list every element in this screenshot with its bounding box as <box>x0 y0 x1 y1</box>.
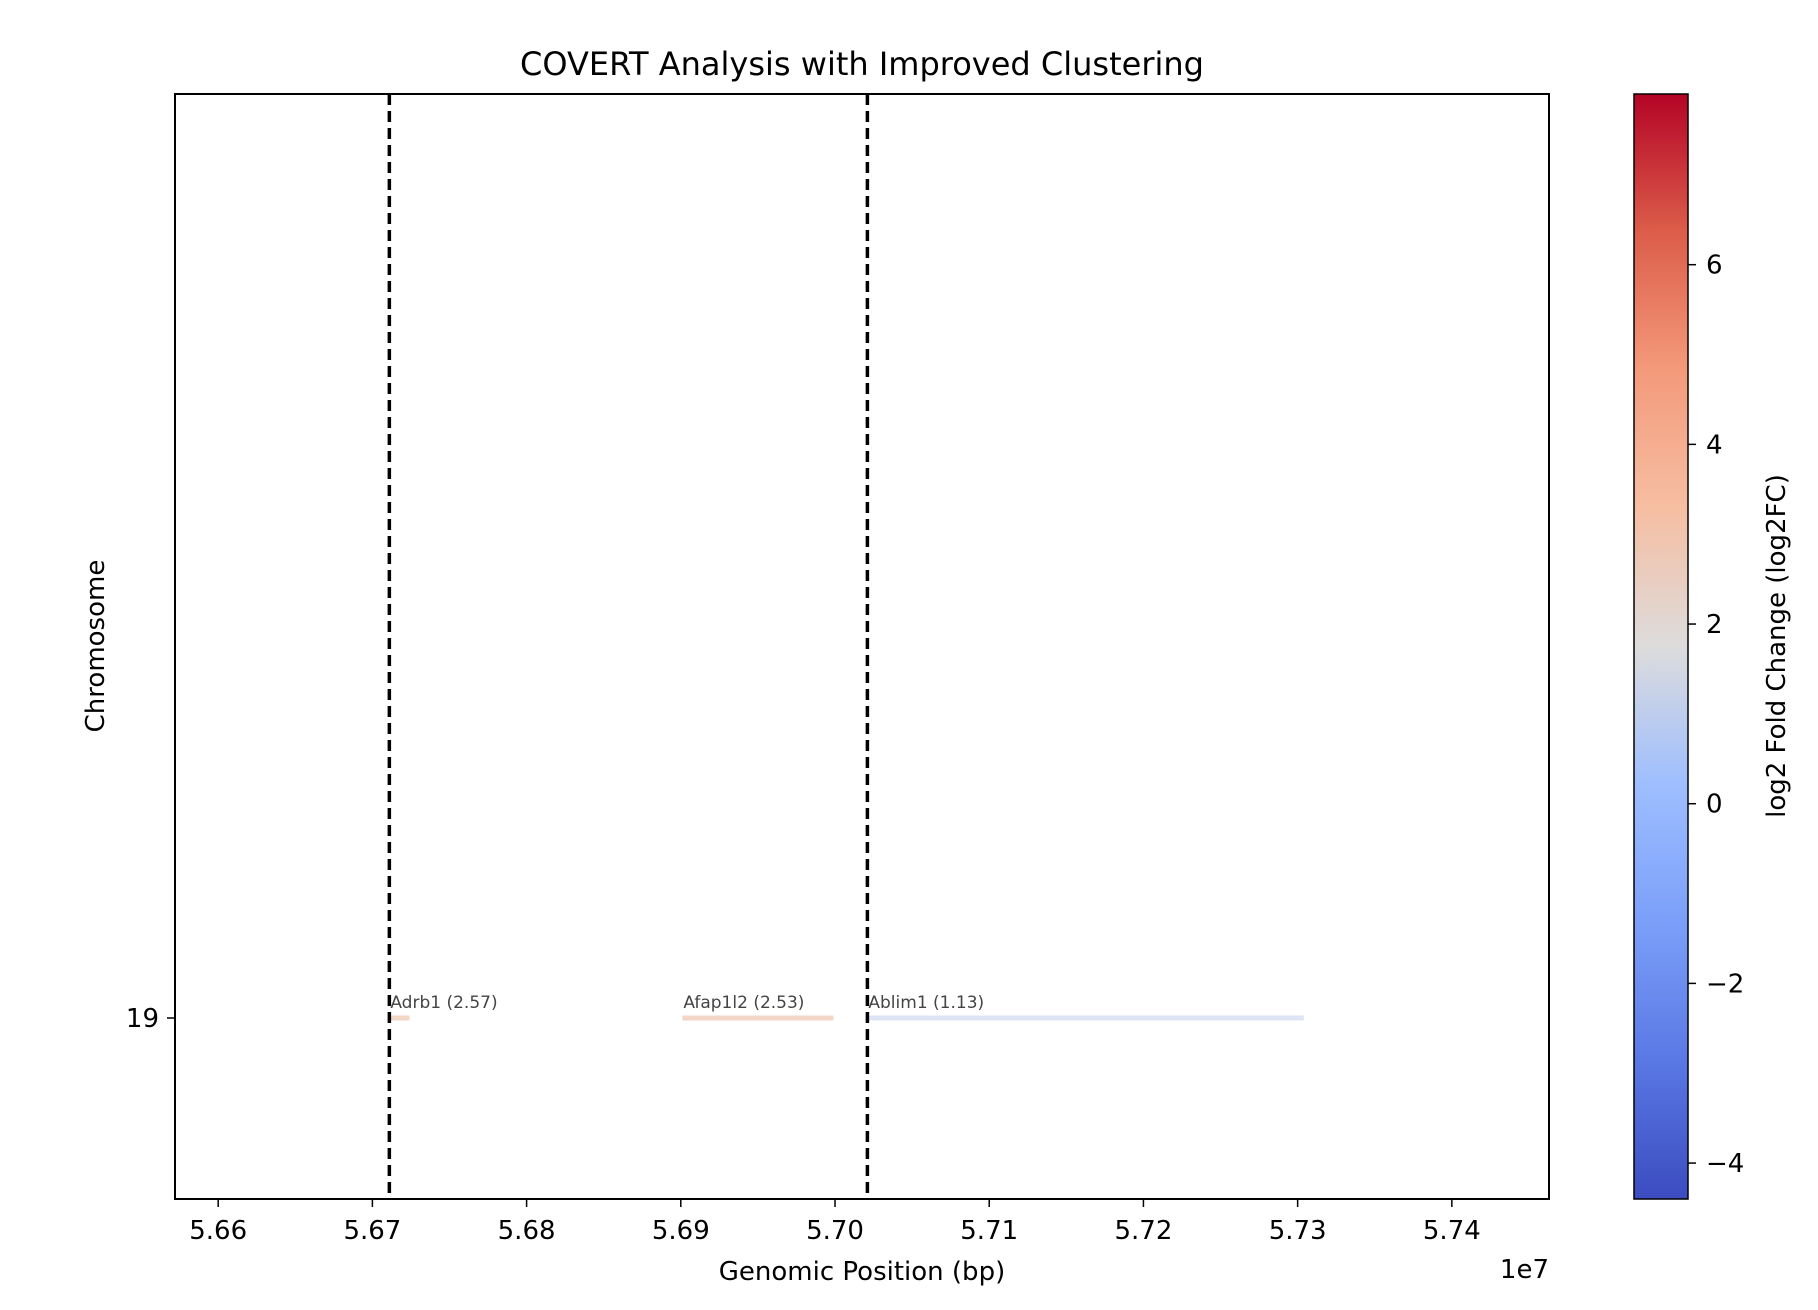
colorbar-tick-label: −2 <box>1706 969 1744 999</box>
y-axis-label: Chromosome <box>81 560 111 733</box>
x-tick-label: 5.70 <box>806 1216 864 1246</box>
colorbar-tick-label: 4 <box>1706 430 1723 460</box>
colorbar-tick-label: 0 <box>1706 790 1723 820</box>
x-tick-label: 5.74 <box>1423 1216 1481 1246</box>
x-axis-ticks: 5.66 5.67 5.68 5.69 5.70 5.71 5.72 5.73 5.74 <box>189 1199 1481 1246</box>
x-tick-label: 5.67 <box>343 1216 401 1246</box>
x-tick-label: 5.68 <box>498 1216 556 1246</box>
y-axis-ticks: 19 <box>126 1004 175 1034</box>
colorbar-ticks: −4 −2 0 2 4 6 <box>1688 251 1744 1179</box>
gene-label: Adrb1 (2.57) <box>390 993 497 1013</box>
colorbar-label: log2 Fold Change (log2FC) <box>1762 474 1792 818</box>
boundary-lines <box>387 94 870 1199</box>
colorbar-tick-label: 2 <box>1706 610 1723 640</box>
colorbar-tick-label: −4 <box>1706 1149 1744 1179</box>
x-tick-label: 5.73 <box>1269 1216 1327 1246</box>
colorbar-tick-label: 6 <box>1706 251 1723 281</box>
x-tick-label: 5.69 <box>652 1216 710 1246</box>
gene-label: Afap1l2 (2.53) <box>683 993 804 1013</box>
x-axis-label: Genomic Position (bp) <box>719 1257 1005 1287</box>
x-tick-label: 5.66 <box>189 1216 247 1246</box>
x-tick-label: 5.72 <box>1114 1216 1172 1246</box>
chart-title: COVERT Analysis with Improved Clustering <box>520 45 1204 83</box>
plot-area <box>174 93 1550 1200</box>
y-tick-label: 19 <box>126 1004 159 1034</box>
colorbar <box>1633 93 1689 1200</box>
gene-segments: Adrb1 (2.57) Afap1l2 (2.53) Ablim1 (1.13) <box>389 993 1304 1021</box>
x-tick-label: 5.71 <box>960 1216 1018 1246</box>
gene-label: Ablim1 (1.13) <box>868 993 984 1013</box>
x-offset-label: 1e7 <box>1500 1255 1549 1285</box>
